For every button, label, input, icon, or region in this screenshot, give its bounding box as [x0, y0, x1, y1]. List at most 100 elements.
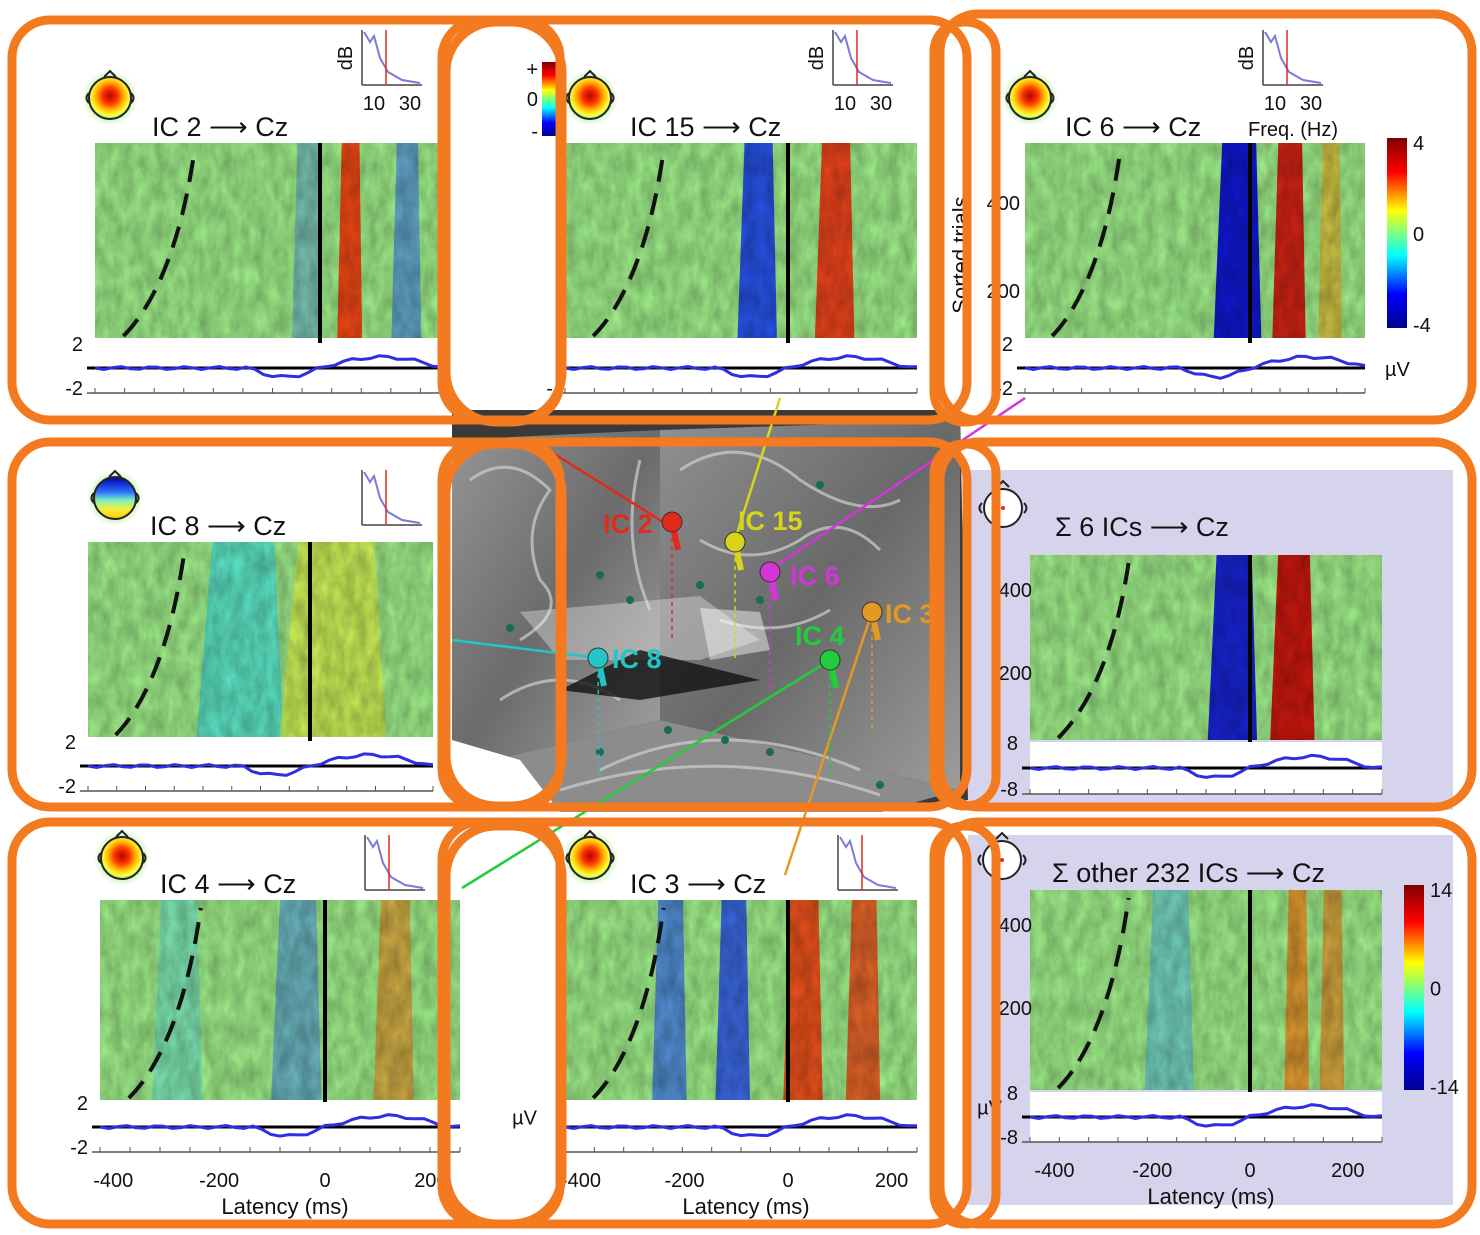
erp-line	[1029, 753, 1383, 779]
reaction-time-curve	[1056, 562, 1131, 740]
scalp-map-head	[568, 76, 612, 120]
spectrum-curve	[1264, 31, 1322, 84]
colorbar-min: -4	[1413, 315, 1431, 337]
scalp-map-nose	[103, 69, 117, 78]
scalp-map-ears	[90, 492, 140, 504]
erp-line	[564, 1113, 917, 1138]
colorbar-gradient	[1387, 138, 1407, 328]
erp-line	[564, 354, 917, 379]
dipole-small-marker	[596, 748, 604, 756]
heatmap-texture	[565, 143, 917, 338]
trial-tick-200: 200	[999, 663, 1032, 685]
erp-line	[87, 752, 434, 777]
colorbar-ic6: 4 0 -4	[1387, 133, 1431, 337]
frame-ic6	[935, 9, 1477, 425]
latency-tick: 0	[319, 1170, 330, 1192]
heatmap-texture	[565, 900, 917, 1100]
heatmap-texture	[1025, 143, 1365, 338]
latency-axis-title: Latency (ms)	[682, 1194, 809, 1219]
erp-y-min-label: -2	[65, 378, 83, 400]
erp-y-max-label: 8	[1007, 1083, 1018, 1105]
heatmap-ic15	[565, 143, 917, 338]
spectrum-ylabel: dB	[335, 46, 357, 70]
erp-y-max-label: 2	[65, 732, 76, 754]
scalp-map-ears	[565, 852, 615, 864]
brain-label-ic2: IC 2	[603, 509, 653, 539]
frame-narrow-bot-left	[441, 821, 567, 1229]
trial-tick-400: 400	[999, 915, 1032, 937]
panel-sum6: 8 -8 Σ 6 ICs ⟶ Cz 400 200	[978, 479, 1383, 801]
colorbar-gradient	[1404, 885, 1424, 1090]
spectrum-axes	[361, 30, 422, 86]
trial-tick-200: 200	[999, 998, 1032, 1020]
colorbar-min: -14	[1430, 1077, 1459, 1099]
latency-axis-title: Latency (ms)	[1147, 1184, 1274, 1209]
colorbar-minus: -	[531, 121, 538, 143]
latency-tick: 0	[782, 1170, 793, 1192]
spectrum-inset-ic8	[361, 470, 422, 526]
spectrum-inset-ic15: dB 10 30	[806, 30, 893, 115]
colorbar-max: 14	[1430, 880, 1452, 902]
erp-line	[94, 354, 450, 379]
spectrum-axes	[832, 30, 893, 86]
heatmap-ic4	[100, 900, 460, 1100]
scalp-map-ic15	[562, 69, 618, 126]
panel-title-ic4: IC 4 ⟶ Cz	[160, 869, 296, 899]
brain-label-ic8: IC 8	[612, 644, 662, 674]
scalp-map-ic4	[94, 829, 150, 886]
scalp-map-ic6	[1002, 69, 1058, 126]
panel-ic2: 2 -2 IC 2 ⟶ Cz dB 10 30	[65, 30, 451, 400]
erp-trace-ic15	[557, 343, 918, 394]
dipole-ic15	[724, 531, 746, 553]
scalp-map-center	[1000, 858, 1004, 862]
scalp-map-nose	[995, 831, 1009, 840]
latency-tick: 200	[875, 1170, 908, 1192]
scalp-map-nose	[583, 829, 597, 838]
dipole-ic2	[661, 511, 683, 533]
erp-trace-sum6	[1022, 742, 1383, 795]
spectrum-curve	[839, 836, 897, 889]
dipole-ic8	[587, 647, 609, 669]
colorbar-mid: 0	[1430, 979, 1441, 1001]
erp-y-max-label: 2	[1002, 334, 1013, 356]
heatmap-texture	[100, 900, 460, 1100]
panel-title-sum6: Σ 6 ICs ⟶ Cz	[1055, 512, 1229, 542]
heatmap-texture	[1030, 555, 1382, 740]
spectrum-tick-10: 10	[1264, 93, 1286, 115]
brain-label-ic6: IC 6	[790, 561, 840, 591]
scalp-map-head	[100, 836, 144, 880]
spectrum-tick-30: 30	[870, 93, 892, 115]
colorbar-plus: +	[526, 59, 538, 81]
erp-trace-ic8	[80, 741, 434, 792]
panel-title-ic15: IC 15 ⟶ Cz	[630, 112, 781, 142]
heatmap-ic3	[565, 900, 917, 1100]
dipole-small-marker	[721, 736, 729, 744]
dipole-small-marker	[876, 781, 884, 789]
frame-narrow-bot-right	[929, 821, 1001, 1229]
erp-unit-label: µV	[512, 1108, 538, 1130]
scalp-map-ic8	[87, 469, 143, 526]
spectrum-tick-10: 10	[834, 93, 856, 115]
dipole-small-marker	[506, 624, 514, 632]
latency-axis-title: Latency (ms)	[221, 1194, 348, 1219]
reaction-time-curve	[1050, 150, 1123, 338]
spectrum-inset-ic3	[837, 835, 898, 891]
erp-trace-ic3	[557, 1102, 918, 1153]
spectrum-ylabel: dB	[806, 46, 828, 70]
colorbar-zero: 0	[527, 89, 538, 111]
panel-title-ic8: IC 8 ⟶ Cz	[150, 511, 286, 541]
spectrum-axes	[837, 835, 898, 891]
scalp-map-ic2	[82, 69, 138, 126]
erp-unit-label: µV	[1385, 359, 1411, 381]
erp-trace-ic6	[1017, 343, 1366, 394]
erp-y-min-label: -8	[1000, 779, 1018, 801]
spectrum-axes	[364, 835, 425, 891]
spectrum-curve	[363, 471, 421, 524]
heatmap-texture	[95, 143, 450, 338]
colorbar-max: 4	[1413, 133, 1424, 155]
brain-label-ic4: IC 4	[795, 621, 845, 651]
reaction-time-curve	[121, 150, 197, 338]
